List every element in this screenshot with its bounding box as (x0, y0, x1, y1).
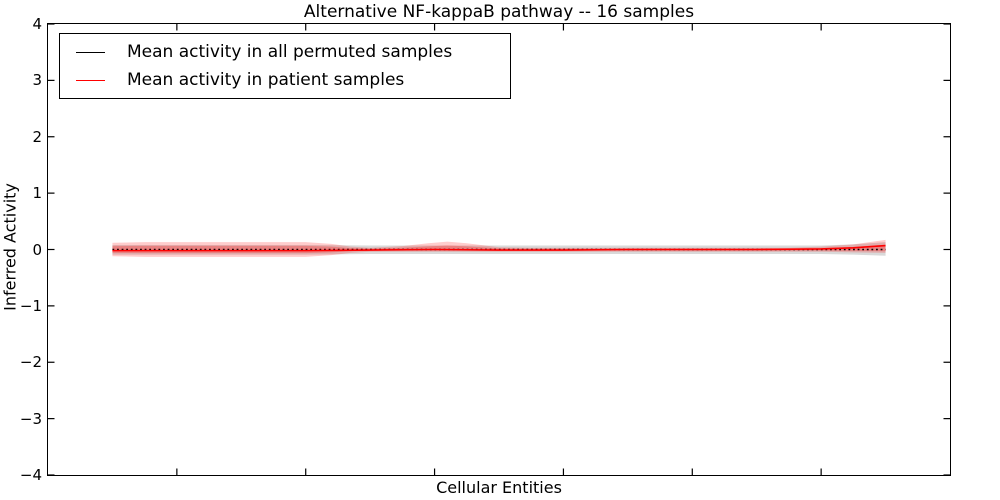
y-tick-label: −3 (19, 409, 42, 428)
y-tick-label: −2 (19, 353, 42, 372)
std-band-patient (112, 239, 886, 257)
legend-label-patient: Mean activity in patient samples (127, 70, 405, 90)
legend: Mean activity in all permuted samples Me… (59, 33, 511, 99)
y-tick-label: −4 (19, 466, 42, 484)
y-tick-label: 2 (32, 127, 42, 146)
permuted-line-sample-icon (76, 51, 105, 53)
chart-title: Alternative NF-kappaB pathway -- 16 samp… (303, 2, 695, 22)
x-axis-label: Cellular Entities (436, 478, 562, 497)
y-tick-label: 1 (32, 184, 42, 203)
patient-line-sample-icon (76, 79, 105, 81)
y-tick-label: 0 (32, 240, 42, 259)
y-tick-label: −1 (19, 296, 42, 315)
legend-label-permuted: Mean activity in all permuted samples (127, 42, 453, 62)
y-tick-label: 4 (32, 15, 42, 33)
legend-row-patient: Mean activity in patient samples (60, 70, 510, 90)
plot-canvas (48, 24, 950, 475)
legend-row-permuted: Mean activity in all permuted samples (60, 42, 510, 62)
y-tick-label: 3 (32, 71, 42, 90)
mean-line-patient (112, 244, 886, 252)
